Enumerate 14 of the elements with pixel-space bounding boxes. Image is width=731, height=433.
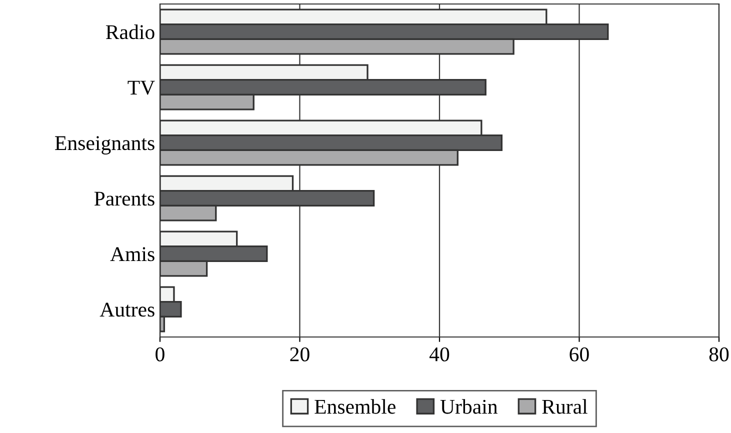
x-tick-label: 60 (570, 347, 589, 362)
y-tick-label: Radio (106, 24, 154, 40)
x-tick-label: 20 (290, 347, 310, 362)
y-tick-label: Parents (94, 192, 154, 206)
legend-label: Ensemble (314, 399, 396, 414)
y-tick-label: Enseignants (55, 136, 154, 154)
x-tick-label: 40 (429, 347, 450, 362)
x-tick-label: 0 (156, 347, 164, 362)
legend-label: Urbain (440, 399, 498, 414)
y-tick-label: TV (128, 80, 155, 95)
legend-label: Rural (542, 399, 588, 414)
x-tick-label: 80 (709, 347, 729, 362)
y-tick-label: Autres (100, 302, 154, 317)
y-tick-label: Amis (110, 247, 154, 262)
